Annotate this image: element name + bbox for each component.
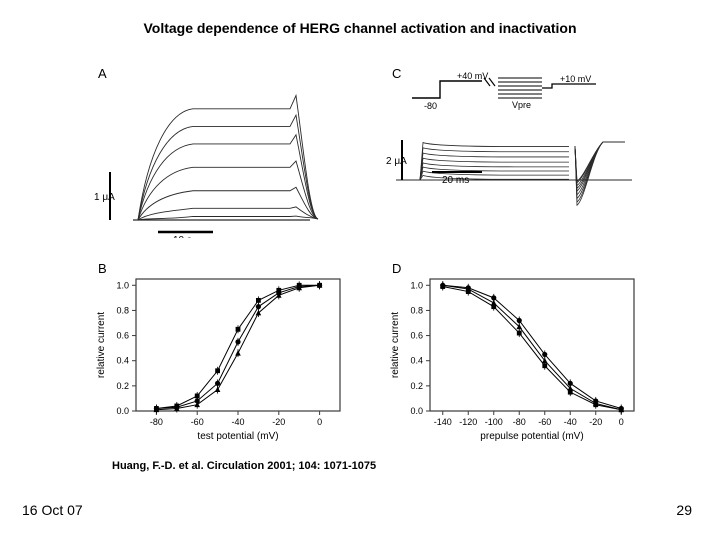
panel-a-label: A bbox=[98, 66, 107, 81]
panel-c-label: C bbox=[392, 66, 401, 81]
svg-text:relative current: relative current bbox=[390, 312, 401, 378]
svg-text:-80: -80 bbox=[424, 101, 437, 111]
svg-text:20 ms: 20 ms bbox=[442, 175, 469, 186]
svg-text:-80: -80 bbox=[513, 417, 526, 427]
svg-text:0.8: 0.8 bbox=[116, 305, 129, 315]
svg-text:-60: -60 bbox=[538, 417, 551, 427]
svg-text:1 μA: 1 μA bbox=[94, 192, 115, 203]
svg-text:-40: -40 bbox=[564, 417, 577, 427]
panel-b-chart: -80 -60 -40 -20 0 0.0 0.2 0.4 0.6 0.8 1.0 test pote… bbox=[90, 263, 350, 448]
panel-d: D -140 -120 -100 -80 -60 -40 -20 0 0.0 0.2 0.4 0.6 0… bbox=[384, 263, 650, 448]
svg-text:-80: -80 bbox=[150, 417, 163, 427]
slide-title: Voltage dependence of HERG channel activ… bbox=[0, 20, 720, 36]
svg-text:0.4: 0.4 bbox=[116, 356, 129, 366]
citation-text: Huang, F.-D. et al. Circulation 2001; 10… bbox=[112, 460, 376, 472]
panel-d-chart: -140 -120 -100 -80 -60 -40 -20 0 0.0 0.2 0.4 0.6 0.8… bbox=[384, 263, 644, 448]
svg-text:prepulse potential (mV): prepulse potential (mV) bbox=[480, 431, 583, 442]
svg-text:2 μA: 2 μA bbox=[386, 156, 407, 167]
panel-b-label: B bbox=[98, 261, 107, 276]
panel-c-traces: -80 +40 mV +10 mV Vpre 2 μA 20 ms bbox=[384, 68, 644, 238]
svg-text:relative current: relative current bbox=[96, 312, 107, 378]
slide-date: 16 Oct 07 bbox=[22, 502, 83, 518]
figure-panels: A 1 μA 10 s C -80 +40 mV +10 mV Vpre 2 μA 20 m… bbox=[90, 68, 650, 448]
svg-text:-120: -120 bbox=[459, 417, 477, 427]
svg-text:-20: -20 bbox=[272, 417, 285, 427]
slide-number: 29 bbox=[676, 502, 692, 518]
panel-a-traces: 1 μA 10 s bbox=[90, 68, 350, 238]
svg-text:0.0: 0.0 bbox=[116, 406, 129, 416]
svg-text:-100: -100 bbox=[485, 417, 503, 427]
svg-text:-40: -40 bbox=[231, 417, 244, 427]
svg-text:+40 mV: +40 mV bbox=[457, 71, 488, 81]
panel-c: C -80 +40 mV +10 mV Vpre 2 μA 20 ms bbox=[384, 68, 650, 243]
svg-text:1.0: 1.0 bbox=[116, 280, 129, 290]
svg-text:0: 0 bbox=[619, 417, 624, 427]
svg-text:0.0: 0.0 bbox=[410, 406, 423, 416]
svg-text:-20: -20 bbox=[589, 417, 602, 427]
svg-text:1.0: 1.0 bbox=[410, 280, 423, 290]
svg-text:10 s: 10 s bbox=[173, 235, 192, 238]
svg-text:Vpre: Vpre bbox=[512, 100, 531, 110]
svg-text:+10 mV: +10 mV bbox=[560, 74, 591, 84]
panel-d-label: D bbox=[392, 261, 401, 276]
svg-text:test potential (mV): test potential (mV) bbox=[197, 431, 278, 442]
panel-b: B -80 -60 -40 -20 0 0.0 0.2 0.4 0.6 0.8 1.0 test po… bbox=[90, 263, 356, 448]
svg-text:0.2: 0.2 bbox=[410, 381, 423, 391]
svg-text:0.2: 0.2 bbox=[116, 381, 129, 391]
svg-text:0.4: 0.4 bbox=[410, 356, 423, 366]
svg-text:-60: -60 bbox=[191, 417, 204, 427]
panel-a: A 1 μA 10 s bbox=[90, 68, 356, 243]
svg-text:0.8: 0.8 bbox=[410, 305, 423, 315]
svg-text:-140: -140 bbox=[434, 417, 452, 427]
svg-text:0.6: 0.6 bbox=[116, 331, 129, 341]
svg-text:0: 0 bbox=[317, 417, 322, 427]
svg-text:0.6: 0.6 bbox=[410, 331, 423, 341]
